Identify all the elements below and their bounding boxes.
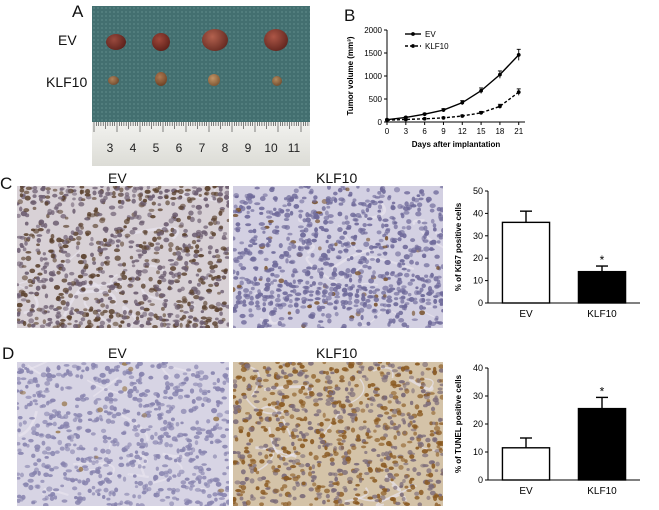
y-tick-label: 20 bbox=[473, 419, 483, 429]
y-tick-label: 1500 bbox=[364, 49, 382, 58]
data-point bbox=[441, 115, 446, 120]
c-right-title: KLF10 bbox=[316, 170, 358, 186]
x-tick-label: 0 bbox=[385, 127, 390, 136]
significance-star: * bbox=[600, 253, 605, 267]
tumor-klf10-1 bbox=[108, 76, 119, 85]
x-tick-label: 6 bbox=[422, 127, 427, 136]
series-line-klf10 bbox=[386, 91, 520, 121]
bar-klf10 bbox=[577, 407, 627, 481]
x-tick-label: 12 bbox=[458, 127, 467, 136]
x-tick-label: 21 bbox=[514, 127, 523, 136]
y-tick-label: 2000 bbox=[364, 26, 382, 35]
y-tick-label: 0 bbox=[478, 475, 483, 485]
y-tick-label: 0 bbox=[378, 118, 383, 127]
x-tick-label: EV bbox=[519, 309, 533, 320]
x-axis-title: Days after implantation bbox=[412, 140, 501, 149]
data-point bbox=[516, 90, 521, 94]
bar-klf10 bbox=[577, 270, 627, 304]
tumor-ev-2 bbox=[152, 33, 170, 51]
y-tick-label: 20 bbox=[473, 253, 483, 263]
y-tick-label: 10 bbox=[473, 447, 483, 457]
y-tick-label: 1000 bbox=[364, 72, 382, 81]
ruler-scale: 3 4 5 6 7 8 9 10 11 bbox=[93, 122, 310, 155]
x-tick-label: EV bbox=[519, 486, 533, 497]
x-tick-label: 9 bbox=[441, 127, 446, 136]
tumor-ev-1 bbox=[106, 34, 126, 50]
y-tick-label: 0 bbox=[478, 298, 483, 308]
ruler: 3 4 5 6 7 8 9 10 11 bbox=[92, 122, 310, 166]
data-point bbox=[460, 100, 465, 105]
legend-label: EV bbox=[425, 30, 436, 39]
data-point bbox=[479, 110, 483, 115]
x-tick-label: 3 bbox=[404, 127, 409, 136]
bar-ev bbox=[501, 447, 551, 481]
cutting-mat-grid bbox=[92, 6, 310, 126]
data-point bbox=[403, 117, 408, 122]
data-point bbox=[385, 118, 389, 123]
tunel-klf10-micrograph bbox=[233, 362, 443, 506]
y-axis-title: Tumor volume (mm³) bbox=[346, 36, 355, 115]
ruler-number: 4 bbox=[130, 141, 137, 155]
data-point bbox=[441, 108, 446, 112]
panel-label-a: A bbox=[72, 2, 84, 21]
tunel-ev-micrograph bbox=[17, 362, 229, 506]
significance-star: * bbox=[600, 384, 605, 398]
ruler-number: 10 bbox=[264, 141, 278, 155]
panel-label-d: D bbox=[2, 344, 15, 363]
data-point bbox=[422, 112, 427, 117]
d-left-title: EV bbox=[108, 345, 127, 361]
tumor-klf10-2 bbox=[155, 72, 167, 86]
x-tick-label: KLF10 bbox=[587, 486, 617, 497]
tumor-growth-chart: 0 500 1000 1500 2000 0 3 6 9 12 15 18 21 Days after i… bbox=[346, 26, 525, 149]
data-point bbox=[460, 114, 465, 118]
ruler-number: 9 bbox=[245, 141, 252, 155]
y-tick-label: 10 bbox=[473, 276, 483, 286]
ruler-number: 5 bbox=[153, 141, 160, 155]
panel-label-c: C bbox=[0, 174, 13, 193]
ruler-number: 8 bbox=[222, 141, 229, 155]
y-tick-label: 30 bbox=[473, 391, 483, 401]
d-right-title: KLF10 bbox=[316, 345, 358, 361]
ruler-number: 11 bbox=[288, 141, 301, 155]
row-label-ev: EV bbox=[58, 32, 77, 48]
data-point bbox=[516, 52, 521, 57]
y-tick-label: 50 bbox=[473, 186, 483, 196]
y-tick-label: 500 bbox=[369, 95, 383, 104]
tumor-photo: 3 4 5 6 7 8 9 10 11 bbox=[92, 6, 310, 166]
x-tick-label: KLF10 bbox=[587, 309, 617, 320]
x-tick-label: 15 bbox=[477, 127, 486, 136]
ki67-klf10-micrograph bbox=[233, 186, 443, 328]
x-tick-label: 18 bbox=[495, 127, 504, 136]
y-tick-label: 40 bbox=[473, 363, 483, 373]
y-tick-label: 30 bbox=[473, 231, 483, 241]
tumor-ev-4 bbox=[264, 29, 288, 51]
ruler-number: 7 bbox=[199, 141, 206, 155]
legend-label: KLF10 bbox=[425, 42, 449, 51]
bar-ev bbox=[501, 221, 551, 304]
c-left-title: EV bbox=[108, 170, 127, 186]
y-tick-label: 40 bbox=[473, 208, 483, 218]
tumor-klf10-4 bbox=[272, 76, 282, 86]
tumor-klf10-3 bbox=[208, 74, 220, 86]
ruler-number: 3 bbox=[107, 141, 114, 155]
tunel-bar-chart: 0 10 20 30 40 % of TUNEL positive cells EV KLF1… bbox=[454, 363, 640, 497]
data-point bbox=[498, 72, 502, 77]
y-axis-title: % of Ki67 positive cells bbox=[454, 202, 463, 291]
ki67-ev-micrograph bbox=[17, 186, 229, 328]
tumor-ev-3 bbox=[202, 29, 228, 51]
y-axis-title: % of TUNEL positive cells bbox=[454, 374, 463, 473]
data-point bbox=[422, 116, 427, 121]
ki67-bar-chart: 0 10 20 30 40 50 % of Ki67 positive cells EV KLF… bbox=[454, 186, 640, 320]
data-point bbox=[479, 88, 483, 93]
ruler-number: 6 bbox=[176, 141, 183, 155]
row-label-klf10: KLF10 bbox=[46, 74, 88, 90]
panel-label-b: B bbox=[344, 6, 356, 25]
data-point bbox=[498, 104, 502, 109]
series-line-ev bbox=[386, 54, 520, 121]
